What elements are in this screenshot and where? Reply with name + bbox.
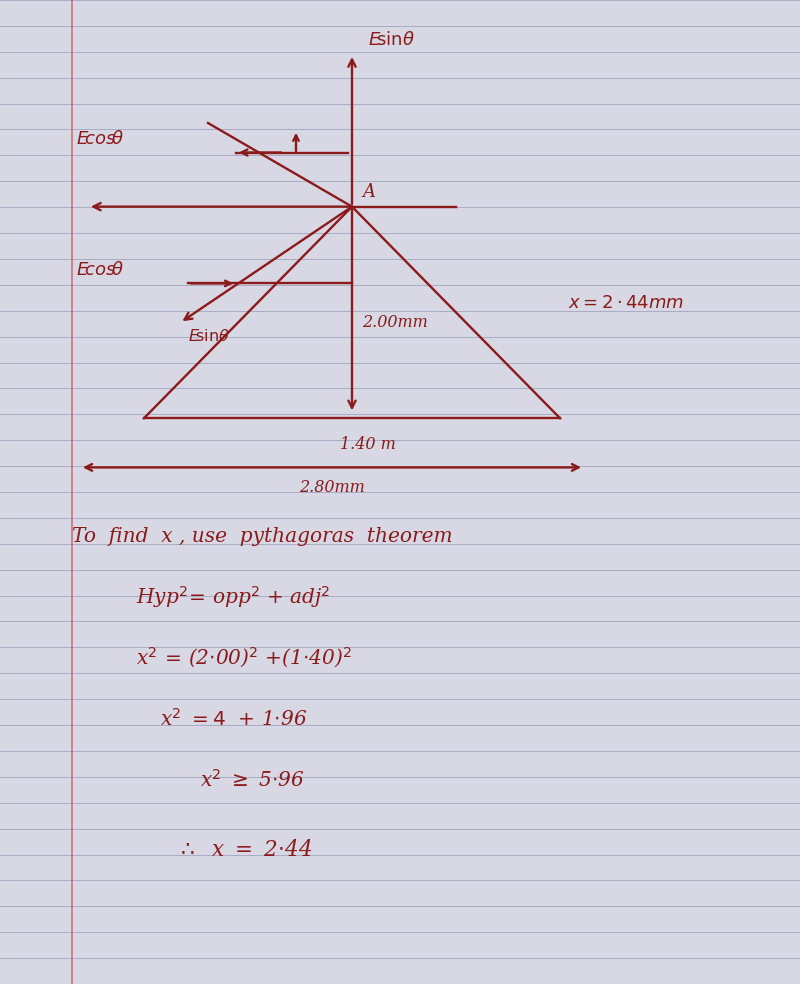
Text: x$^2$ $\!=\!$ (2$\cdot$00)$^2$ $+$(1$\cdot$40)$^2$: x$^2$ $\!=\!$ (2$\cdot$00)$^2$ $+$(1$\cd… [136,646,352,670]
Text: $\therefore$  x $=$ 2$\cdot$44: $\therefore$ x $=$ 2$\cdot$44 [176,839,312,861]
Text: 2.00mm: 2.00mm [362,314,427,331]
Text: x$^2$ $\geq$ 5$\cdot$96: x$^2$ $\geq$ 5$\cdot$96 [200,769,305,791]
Text: $E\!cos\!\theta$: $E\!cos\!\theta$ [76,130,125,148]
Text: 1.40 m: 1.40 m [340,436,396,453]
Text: Hyp$^2$$\!=\!$ opp$^2$ $+$ adj$^2$: Hyp$^2$$\!=\!$ opp$^2$ $+$ adj$^2$ [136,584,330,610]
Text: $E\!\sin\!\theta$: $E\!\sin\!\theta$ [368,31,415,49]
Text: $x = 2\cdot44mm$: $x = 2\cdot44mm$ [568,293,684,312]
Text: A: A [362,183,375,201]
Text: To  find  x , use  pythagoras  theorem: To find x , use pythagoras theorem [72,526,453,546]
Text: $E\!\sin\!\theta$: $E\!\sin\!\theta$ [188,328,230,344]
Text: x$^2$ $= 4$  $+$ 1$\cdot$96: x$^2$ $= 4$ $+$ 1$\cdot$96 [160,708,307,730]
Text: 2.80mm: 2.80mm [299,479,365,496]
Text: $E\!cos\!\theta$: $E\!cos\!\theta$ [76,262,125,279]
